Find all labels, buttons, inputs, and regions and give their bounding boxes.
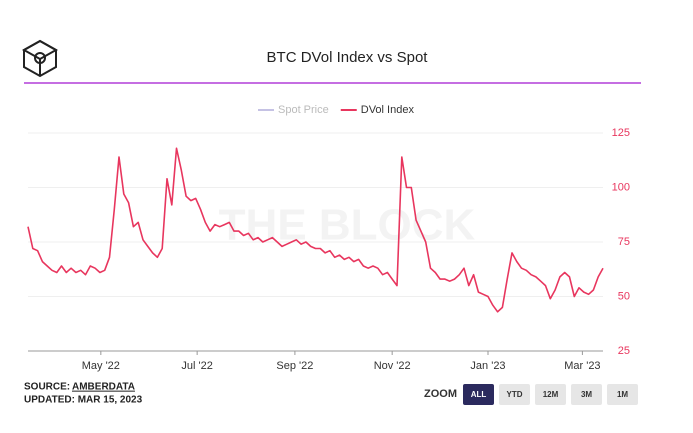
zoom-button[interactable]: YTD bbox=[499, 384, 530, 405]
zoom-label: ZOOM bbox=[424, 388, 457, 400]
zoom-button-label: 12M bbox=[543, 390, 559, 399]
zoom-button[interactable]: 3M bbox=[571, 384, 602, 405]
zoom-buttons: ALL YTD 12M 3M 1M bbox=[463, 384, 638, 405]
zoom-button-label: 3M bbox=[581, 390, 592, 399]
zoom-button-bg bbox=[571, 384, 602, 405]
x-tick-label: Nov '22 bbox=[374, 360, 411, 372]
updated: UPDATED: MAR 15, 2023 bbox=[24, 395, 143, 406]
source: AMBERDATA bbox=[72, 382, 135, 393]
zoom-button[interactable]: 12M bbox=[535, 384, 566, 405]
zoom-button[interactable]: ALL bbox=[463, 384, 494, 405]
x-tick-label: Jul '22 bbox=[181, 360, 212, 372]
y-tick-label: 100 bbox=[612, 181, 630, 193]
x-tick-label: Sep '22 bbox=[276, 360, 313, 372]
zoom-button-bg bbox=[535, 384, 566, 405]
zoom-button[interactable]: 1M bbox=[607, 384, 638, 405]
zoom-button-label: 1M bbox=[617, 390, 628, 399]
y-tick-label: 75 bbox=[618, 236, 630, 248]
x-tick-label: May '22 bbox=[82, 360, 120, 372]
zoom-button-bg bbox=[607, 384, 638, 405]
zoom-button-bg bbox=[463, 384, 494, 405]
y-tick-label: 125 bbox=[612, 127, 630, 139]
legend: Spot Price DVol Index bbox=[258, 104, 414, 116]
zoom-button-bg bbox=[499, 384, 530, 405]
chart-title: BTC DVol Index vs Spot bbox=[267, 49, 429, 66]
y-tick-label: 25 bbox=[618, 345, 630, 357]
x-tick-label: Jan '23 bbox=[470, 360, 505, 372]
y-tick-label: 50 bbox=[618, 290, 630, 302]
source-label: SOURCE: bbox=[24, 382, 70, 393]
line bbox=[27, 147, 604, 313]
legend-label[interactable]: Spot Price bbox=[278, 104, 329, 116]
logo bbox=[21, 39, 59, 78]
legend-label[interactable]: DVol Index bbox=[361, 104, 415, 116]
zoom-button-label: ALL bbox=[471, 390, 487, 399]
x-tick-label: Mar '23 bbox=[564, 360, 600, 372]
plot: 25 50 75 100 125 May '22 Jul '22 Sep '22 Nov '22… bbox=[27, 127, 630, 372]
zoom-button-label: YTD bbox=[507, 390, 523, 399]
